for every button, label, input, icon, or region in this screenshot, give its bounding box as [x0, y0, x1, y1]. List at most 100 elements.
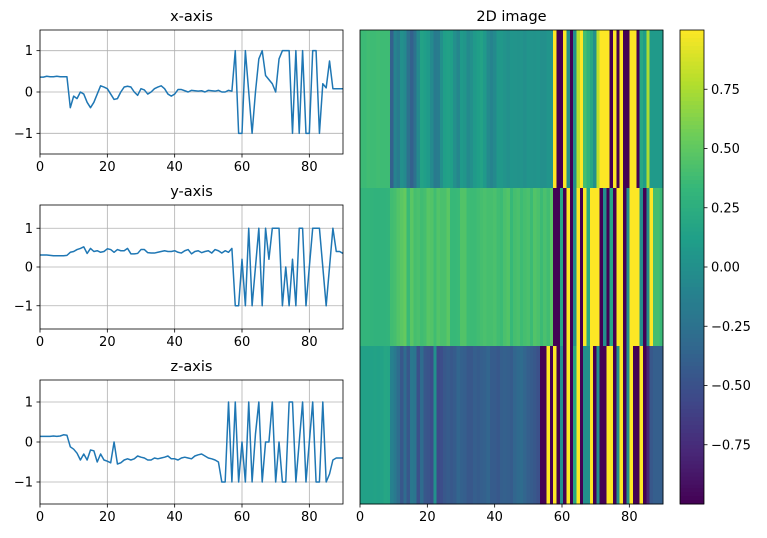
heatmap-cell: [516, 346, 521, 505]
colorbar-gradient-step: [680, 338, 704, 343]
heatmap-cell: [579, 346, 584, 505]
heatmap-cell: [599, 188, 604, 347]
heatmap-cell: [509, 188, 514, 347]
colorbar-gradient-step: [680, 270, 704, 276]
heatmap-cell: [436, 30, 441, 189]
heatmap-cell: [619, 30, 624, 189]
heatmap-cell: [476, 346, 481, 505]
colorbar-gradient-step: [680, 97, 704, 102]
heatmap-cell: [399, 30, 404, 189]
heatmap-cell: [559, 188, 564, 347]
heatmap-cell: [406, 30, 411, 189]
colorbar-gradient-step: [680, 140, 704, 146]
heatmap-cell: [459, 188, 464, 347]
heatmap-cell: [606, 346, 611, 505]
colorbar-gradient-step: [680, 251, 704, 256]
heatmap-cell: [476, 188, 481, 347]
colorbar-gradient-step: [680, 195, 704, 201]
heatmap-cell: [446, 188, 451, 347]
heatmap-cell: [523, 188, 528, 347]
heatmap-cell: [469, 188, 474, 347]
heatmap-cell: [503, 346, 508, 505]
heatmap-cell: [533, 188, 538, 347]
heatmap-cell: [626, 346, 631, 505]
heatmap-cell: [383, 346, 388, 505]
heatmap-cell: [639, 346, 644, 505]
colorbar-tick-label: 0.50: [711, 142, 740, 157]
heatmap-cell: [519, 188, 524, 347]
colorbar-gradient-step: [680, 290, 704, 296]
heatmap-cell: [636, 346, 641, 505]
colorbar-gradient-step: [680, 286, 704, 292]
heatmap-cell: [643, 346, 647, 505]
heatmap-title: 2D image: [476, 9, 546, 25]
heatmap-cell: [453, 346, 458, 505]
heatmap-cell: [439, 346, 444, 505]
heatmap-cell: [503, 30, 508, 189]
heatmap-cell: [486, 346, 491, 505]
line-panel-y-axis: 0 20 40 60 80 −1 0 1 y-axis: [14, 184, 344, 350]
heatmap-cell: [493, 30, 498, 189]
heatmap-cell: [576, 346, 581, 505]
colorbar-gradient-step: [680, 53, 704, 59]
heatmap-cell: [586, 188, 591, 347]
colorbar-gradient-step: [680, 184, 704, 189]
colorbar-gradient-step: [680, 436, 704, 442]
colorbar-gradient-step: [680, 330, 704, 335]
x-tick-label: 40: [166, 510, 183, 525]
heatmap-cell: [656, 30, 661, 189]
heatmap-cell: [496, 30, 501, 189]
heatmap-cell: [383, 188, 388, 347]
heatmap-cell: [529, 188, 534, 347]
heatmap-cell: [573, 188, 578, 347]
y-tick-label: 0: [25, 261, 33, 276]
heatmap-cell: [403, 346, 408, 505]
heatmap-cell: [426, 188, 431, 347]
heatmap-cell: [489, 346, 494, 505]
x-tick-label: 60: [234, 160, 251, 175]
heatmap-cell: [596, 346, 601, 505]
heatmap-cell: [656, 188, 661, 347]
colorbar-tick-label: 0.00: [711, 261, 740, 276]
heatmap-cell: [543, 188, 548, 347]
heatmap-cell: [519, 30, 524, 189]
heatmap-cell: [433, 346, 438, 505]
heatmap-cell: [616, 188, 621, 347]
colorbar-gradient-step: [680, 215, 704, 221]
heatmap-cell: [503, 188, 508, 347]
heatmap-cell: [506, 346, 511, 505]
colorbar-gradient-step: [680, 61, 704, 67]
heatmap-cell: [459, 30, 464, 189]
colorbar-gradient-step: [680, 326, 704, 331]
heatmap-cell: [373, 188, 378, 347]
heatmap-cell: [453, 30, 458, 189]
heatmap-cell: [399, 346, 404, 505]
colorbar-gradient-step: [680, 452, 704, 458]
heatmap-cell: [649, 346, 654, 505]
heatmap-cell: [603, 188, 607, 347]
x-tick-label: 60: [234, 335, 251, 350]
heatmap-cell: [549, 188, 554, 347]
heatmap-cell: [389, 346, 394, 505]
colorbar-gradient-step: [680, 207, 704, 213]
heatmap-cell: [529, 346, 534, 505]
heatmap-cell: [613, 188, 617, 347]
heatmap-cell: [603, 30, 607, 189]
heatmap-cell: [459, 346, 464, 505]
heatmap-cell: [569, 30, 574, 189]
colorbar-gradient-step: [680, 152, 704, 157]
colorbar-gradient-step: [680, 298, 704, 304]
heatmap-cell: [509, 346, 514, 505]
heatmap-cell: [546, 346, 551, 505]
heatmap-cell: [446, 30, 451, 189]
heatmap-cell: [433, 30, 438, 189]
colorbar-tick-label: −0.25: [711, 320, 751, 335]
heatmap-cell: [416, 30, 421, 189]
heatmap-cell: [496, 188, 501, 347]
colorbar-gradient-step: [680, 456, 704, 462]
heatmap-cell: [383, 30, 388, 189]
heatmap-cell: [453, 188, 458, 347]
x-tick-label: 60: [234, 510, 251, 525]
heatmap-cell: [519, 346, 524, 505]
